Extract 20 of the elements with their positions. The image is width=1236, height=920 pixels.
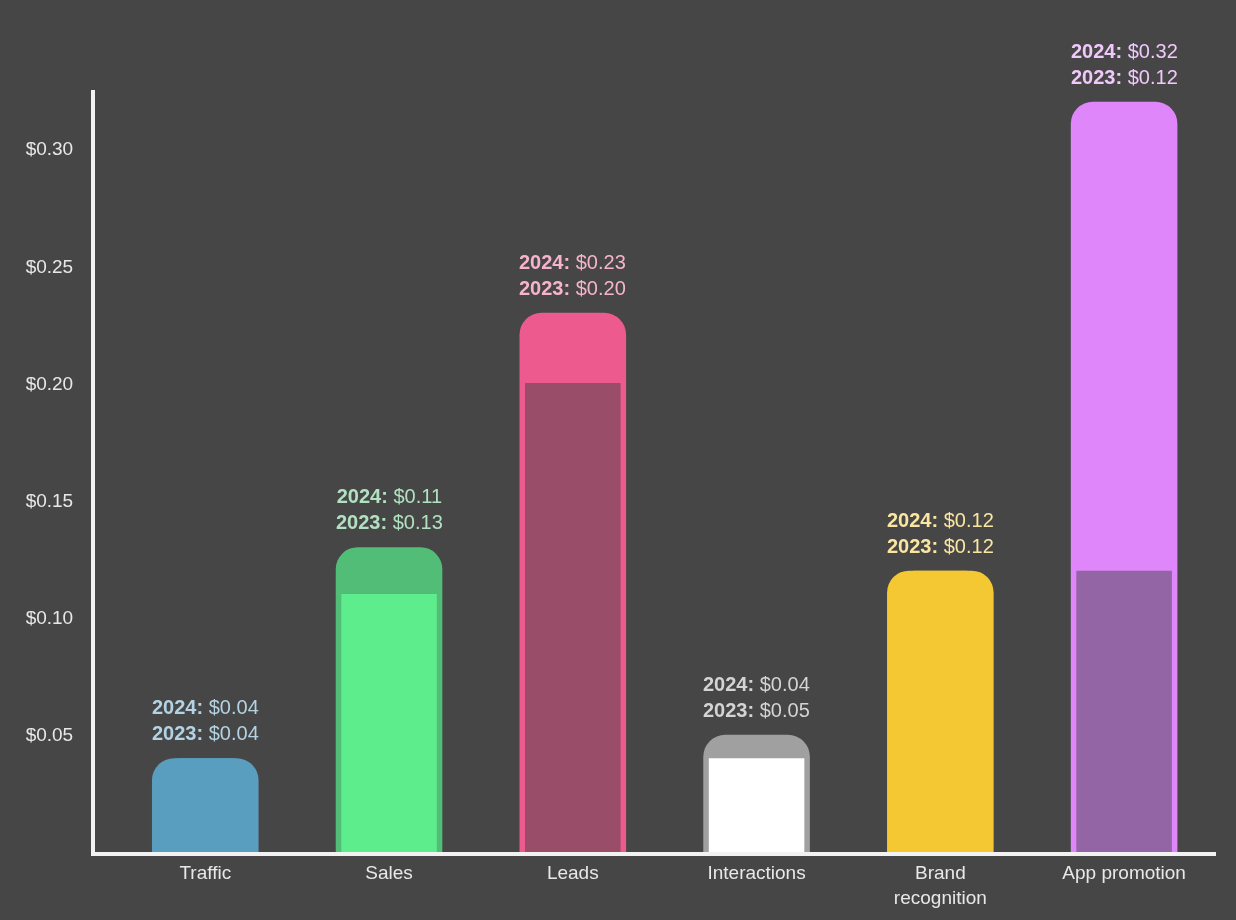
x-tick-label: Traffic [179,861,232,883]
y-tick-label: $0.30 [25,138,74,160]
y-tick-label: $0.25 [25,255,74,277]
y-tick-label: $0.05 [25,724,74,746]
annotation: 2024: $0.11 2023: $0.13 [336,485,443,533]
annotation: 2024: $0.12 2023: $0.12 [887,509,994,557]
x-tick-label: App promotion [1062,861,1186,883]
bar [1076,570,1172,852]
x-tick-label: Interactions [707,861,806,883]
y-tick-label: $0.10 [25,607,74,629]
annotation: 2024: $0.32 2023: $0.12 [1071,40,1178,88]
x-tick-label: Sales [365,861,413,883]
annotation: 2024: $0.23 2023: $0.20 [519,251,626,299]
y-tick-label: $0.20 [25,372,74,394]
y-tick-label: $0.15 [25,489,74,511]
x-tick-label: Leads [546,861,599,883]
annotation: 2024: $0.04 2023: $0.05 [703,673,810,721]
x-tick-label: Brand recognition [893,861,987,908]
annotation: 2024: $0.04 2023: $0.04 [152,696,259,744]
bar [525,383,621,852]
